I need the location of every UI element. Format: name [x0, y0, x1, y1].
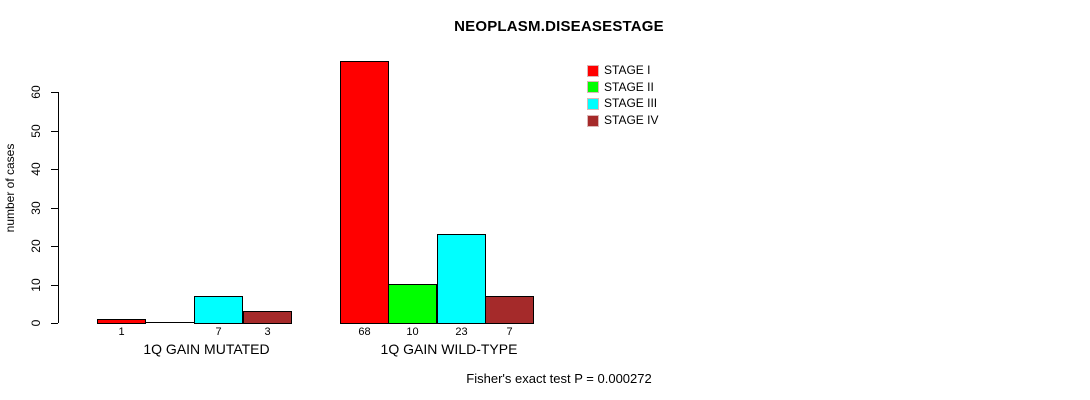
- legend-label-stage-ii: STAGE II: [604, 79, 654, 94]
- y-axis-tick: [51, 130, 58, 132]
- y-axis-tick-label: 0: [29, 319, 43, 327]
- y-axis-tick-label: 40: [29, 162, 43, 176]
- y-axis-tick-label: 50: [29, 123, 43, 138]
- bar-count-label: 7: [506, 326, 513, 338]
- y-axis-tick: [51, 323, 58, 324]
- statistics-annotation: Fisher's exact test P = 0.000272: [466, 371, 652, 386]
- legend-swatch-stage-i: [587, 64, 599, 77]
- y-axis-tick: [51, 207, 58, 209]
- y-axis-tick-label: 60: [29, 85, 43, 99]
- legend-label-stage-iii: STAGE III: [604, 96, 658, 111]
- legend-swatch-stage-iii: [587, 97, 599, 110]
- bar-count-label: 10: [406, 326, 419, 338]
- legend-label-stage-i: STAGE I: [604, 63, 651, 77]
- bar-stage-iv-group2: [485, 296, 534, 324]
- bar-count-label: 7: [215, 326, 222, 338]
- bar-stage-ii-group2: [388, 284, 437, 324]
- y-axis-tick-label: 20: [29, 239, 43, 253]
- group-label-2: 1Q GAIN WILD-TYPE: [380, 341, 518, 357]
- y-axis-label: number of cases: [3, 143, 17, 233]
- bar-count-label: 1: [118, 326, 125, 338]
- bar-count-label: 68: [358, 326, 371, 338]
- y-axis-tick-label: 30: [29, 200, 43, 215]
- group-label-1: 1Q GAIN MUTATED: [143, 341, 270, 357]
- y-axis-line: [58, 92, 59, 323]
- y-axis-tick: [51, 284, 58, 286]
- y-axis-tick: [51, 92, 58, 93]
- bar-stage-ii-group1-zero: [146, 322, 195, 323]
- bar-stage-i-group2: [340, 61, 389, 324]
- legend-swatch-stage-ii: [587, 81, 599, 94]
- y-axis-tick: [51, 169, 58, 170]
- y-axis-tick: [51, 246, 58, 247]
- bar-stage-iii-group2: [437, 234, 486, 324]
- bar-count-label: 3: [264, 326, 271, 338]
- bar-count-label: 23: [455, 326, 468, 338]
- bar-stage-iii-group1: [194, 296, 243, 324]
- legend-swatch-stage-iv: [587, 114, 599, 127]
- chart-title: NEOPLASM.DISEASESTAGE: [454, 18, 664, 35]
- bar-stage-i-group1: [97, 319, 146, 324]
- bar-stage-iv-group1: [243, 311, 292, 324]
- y-axis-tick-label: 10: [29, 277, 43, 292]
- legend-label-stage-iv: STAGE IV: [604, 113, 659, 128]
